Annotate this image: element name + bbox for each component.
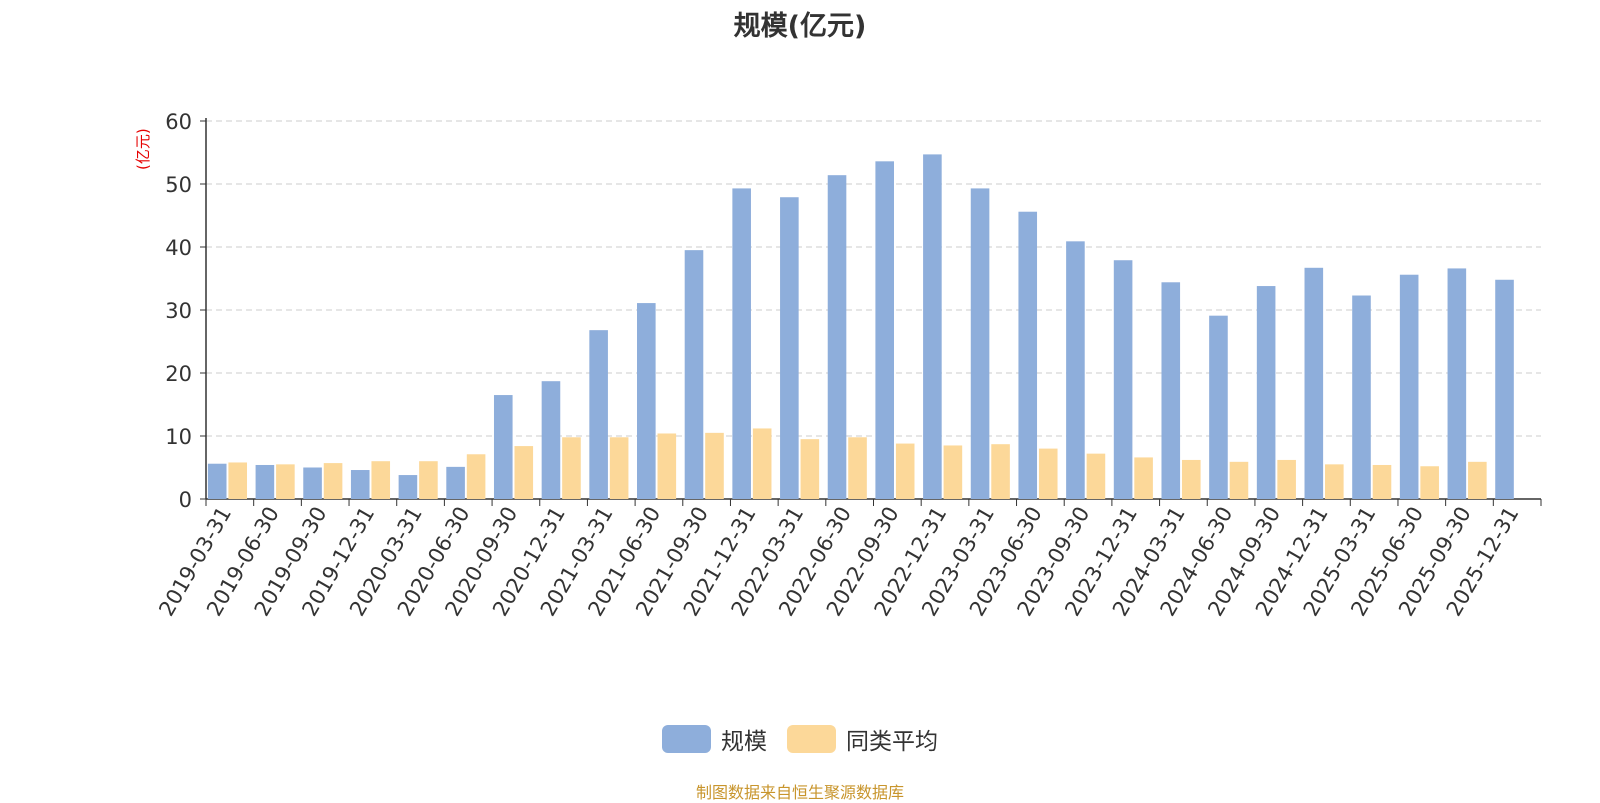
bar-0-21 [1209,315,1228,499]
bar-0-16 [970,188,990,499]
bar-0-0 [207,463,227,499]
bar-1-7 [562,437,581,499]
bar-1-13 [848,437,867,499]
bar-1-20 [1181,459,1201,499]
bar-0-24 [1352,295,1371,499]
bar-1-22 [1277,459,1296,499]
legend-label-1: 同类平均 [846,729,938,755]
source-note: 制图数据来自恒生聚源数据库 [695,783,904,802]
bar-0-6 [493,395,513,499]
bar-chart-plot: 01020304050602019-03-312019-06-302019-09… [154,110,1542,620]
y-tick-label-5: 50 [165,173,192,197]
bar-0-4 [398,475,418,499]
bar-1-15 [943,445,963,499]
legend: 规模 同类平均 [0,722,1600,756]
bar-0-18 [1066,241,1085,499]
bar-0-17 [1018,211,1038,499]
bar-0-13 [827,175,847,499]
bar-1-21 [1229,461,1249,499]
legend-item-1[interactable]: 同类平均 [787,722,938,756]
bar-0-5 [446,466,465,499]
bar-0-14 [875,161,895,499]
bar-0-9 [637,303,656,499]
y-tick-label-6: 60 [165,110,192,134]
bar-1-24 [1372,464,1392,499]
bar-0-20 [1161,282,1181,499]
bar-1-17 [1038,448,1058,499]
y-tick-label-4: 40 [165,236,192,260]
bar-1-14 [895,443,915,499]
bar-0-3 [350,470,370,499]
bar-1-19 [1134,457,1153,499]
bar-1-2 [323,463,343,499]
legend-label-0: 规模 [721,729,767,755]
bar-0-26 [1447,268,1467,499]
bar-1-6 [514,446,534,499]
bar-0-8 [589,330,608,499]
bar-0-15 [923,154,942,499]
bar-0-22 [1256,286,1276,499]
bar-1-26 [1468,461,1487,499]
bar-0-25 [1399,274,1419,499]
y-tick-label-0: 0 [179,488,192,512]
bar-0-10 [684,250,704,499]
bar-0-19 [1113,260,1133,499]
bar-0-2 [303,467,322,499]
legend-swatch-1 [787,725,836,753]
bar-0-27 [1495,279,1514,499]
bar-0-1 [255,464,275,499]
y-tick-label-1: 10 [165,425,192,449]
bar-1-23 [1325,464,1344,499]
legend-swatch-0 [662,725,711,753]
bar-1-5 [466,454,486,499]
bar-1-11 [752,428,772,499]
bar-0-11 [732,188,751,499]
bar-0-7 [541,381,561,499]
bar-1-18 [1086,453,1106,499]
bar-0-23 [1304,267,1324,499]
bar-1-8 [609,437,629,499]
y-tick-label-2: 20 [165,362,192,386]
bar-1-0 [228,462,248,499]
bar-1-9 [657,433,677,499]
chart-title: 规模(亿元) [733,11,867,42]
bar-1-25 [1420,466,1439,499]
y-tick-label-3: 30 [165,299,192,323]
bar-1-12 [800,439,820,499]
bar-1-3 [371,461,391,499]
bar-1-10 [705,432,724,499]
legend-item-0[interactable]: 规模 [662,722,767,756]
bar-0-12 [780,197,799,500]
bar-1-16 [991,444,1010,499]
bar-1-1 [276,464,295,499]
bar-1-4 [419,461,438,499]
